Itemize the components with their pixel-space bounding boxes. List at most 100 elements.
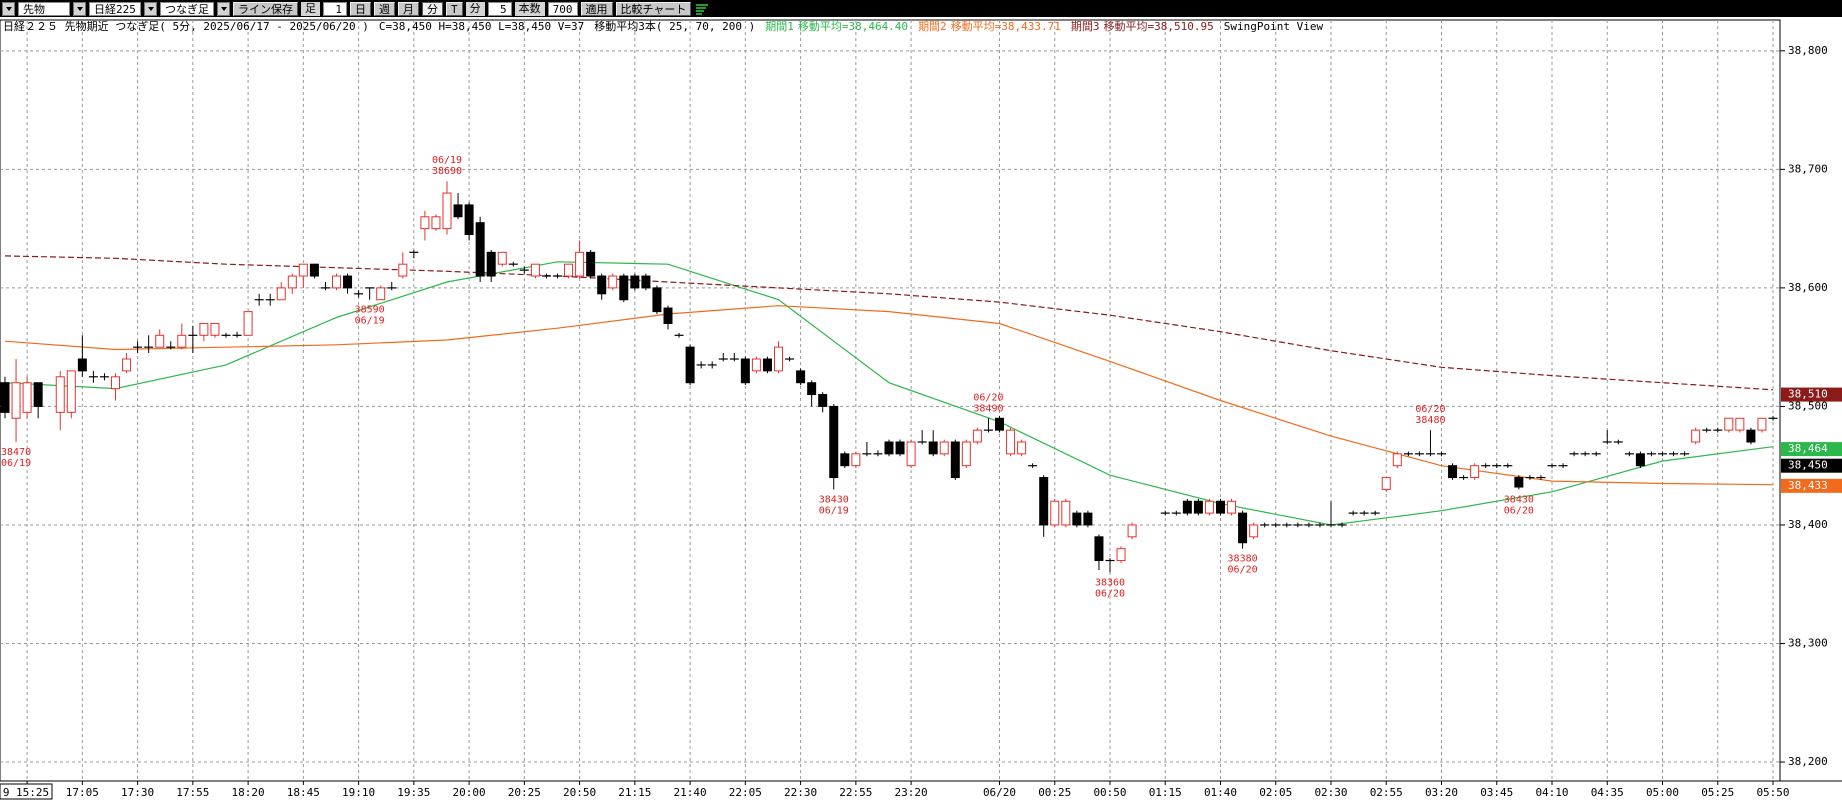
ma-legend: 期間2 移動平均=38,433.71 <box>918 19 1061 35</box>
toolbar-button[interactable]: 分 <box>422 1 443 16</box>
candle-body <box>608 275 618 289</box>
candle-body <box>652 287 662 313</box>
toolbar-button[interactable]: T <box>446 1 463 16</box>
candle-body <box>122 358 132 372</box>
dropdown-arrow[interactable] <box>2 1 15 16</box>
candle-body <box>22 382 32 413</box>
spin-input[interactable]: 700 <box>547 1 578 16</box>
swing-date: 06/20 <box>973 392 1003 403</box>
candle-body <box>155 334 165 348</box>
toolbar-button[interactable]: 比較チャート <box>615 1 692 16</box>
swing-date: 06/20 <box>1415 404 1445 415</box>
dropdown-arrow[interactable] <box>144 1 157 16</box>
x-tick-label: 06/20 <box>983 786 1016 799</box>
candle-body <box>1757 417 1767 431</box>
x-tick-label: 00:50 <box>1093 786 1126 799</box>
candle-body <box>442 192 452 230</box>
y-tick-label: 38,400 <box>1788 518 1828 531</box>
candle-body <box>1116 548 1126 562</box>
candle-body <box>1746 429 1756 443</box>
candle-body <box>619 275 629 301</box>
chart-icon[interactable] <box>694 2 710 16</box>
info-bar: 日経２２５ 先物期近 つなぎ足( 5分, 2025/06/17 - 2025/0… <box>3 19 1323 35</box>
ma-period: 期間2 <box>918 20 947 33</box>
x-tick-label: 17:55 <box>176 786 209 799</box>
x-tick-label: 02:05 <box>1259 786 1292 799</box>
candle-body <box>431 216 441 230</box>
candle-body <box>420 216 430 230</box>
x-tick-label: 03:45 <box>1480 786 1513 799</box>
chart-title: 日経２２５ 先物期近 つなぎ足( 5分, 2025/06/17 - 2025/0… <box>3 20 369 33</box>
moving-average <box>4 261 1774 526</box>
candle-body <box>663 307 673 324</box>
x-tick-label: 9 15:25 <box>3 786 49 799</box>
x-tick-label: 17:05 <box>66 786 99 799</box>
candle-body <box>851 453 861 467</box>
toolbar-button[interactable]: 日 <box>350 1 371 16</box>
candle-body <box>287 275 297 289</box>
candle-body <box>1083 512 1093 526</box>
dropdown[interactable]: 日経225 <box>89 1 141 16</box>
candle-body <box>475 222 485 277</box>
x-tick-label: 21:40 <box>674 786 707 799</box>
swing-date: 06/19 <box>432 155 462 166</box>
price-marker <box>1781 458 1842 473</box>
swing-date: 06/19 <box>1 458 31 469</box>
candle-body <box>55 376 65 413</box>
price-marker-label: 38,433 <box>1788 479 1828 492</box>
candle-body <box>343 275 353 289</box>
price-marker-label: 38,450 <box>1788 459 1828 472</box>
candle-body <box>1204 500 1214 514</box>
toolbar-button[interactable]: ライン保存 <box>233 1 298 16</box>
ma-period: 期間3 <box>1070 20 1100 33</box>
toolbar-button[interactable]: 週 <box>374 1 395 16</box>
candle-body <box>0 382 10 413</box>
candle-body <box>298 263 308 277</box>
ma-period: 期間1 <box>765 20 794 33</box>
candle-body <box>685 346 695 384</box>
y-tick-label: 38,800 <box>1788 44 1828 57</box>
candle-body <box>1216 500 1225 514</box>
candle-body <box>829 405 839 479</box>
candle-body <box>309 263 319 277</box>
x-tick-label: 01:40 <box>1204 786 1237 799</box>
candle-body <box>961 441 971 467</box>
spin-input[interactable]: 5 <box>487 1 512 16</box>
candle-body <box>398 263 408 277</box>
candle-body <box>530 263 540 277</box>
candle-body <box>77 358 87 372</box>
ma-value: 移動平均=38,510.95 <box>1103 20 1214 33</box>
candle-body <box>950 441 960 479</box>
price-marker <box>1781 442 1842 457</box>
y-tick-label: 38,600 <box>1788 281 1828 294</box>
x-tick-label: 05:25 <box>1701 786 1734 799</box>
candle-body <box>464 204 474 236</box>
candle-body <box>586 251 596 277</box>
spin-input[interactable]: 1 <box>323 1 347 16</box>
dropdown-arrow[interactable] <box>217 1 230 16</box>
swing-value: 38360 <box>1095 577 1125 588</box>
swing-value: 38430 <box>1504 494 1534 505</box>
x-tick-label: 17:30 <box>121 786 154 799</box>
candle-body <box>111 376 120 390</box>
toolbar-button[interactable]: 月 <box>398 1 419 16</box>
dropdown-arrow[interactable] <box>73 1 86 16</box>
swing-date: 06/20 <box>1095 588 1125 599</box>
y-tick-label: 38,200 <box>1788 755 1828 768</box>
candle-body <box>818 394 828 407</box>
candle-body <box>895 441 905 455</box>
candle-body <box>1448 465 1458 479</box>
moving-average <box>4 255 1774 391</box>
dropdown[interactable]: つなぎ足 <box>160 1 214 16</box>
toolbar-button[interactable]: 適用 <box>580 1 613 16</box>
candle-body <box>33 382 43 407</box>
candle-body <box>1392 453 1402 467</box>
dropdown[interactable]: 先物 <box>18 1 70 16</box>
x-tick-label: 05:00 <box>1646 786 1679 799</box>
x-tick-label: 02:30 <box>1314 786 1347 799</box>
candle-body <box>497 251 507 265</box>
candle-body <box>641 275 651 289</box>
ma-legend: 期間3 移動平均=38,510.95 <box>1071 19 1214 35</box>
candle-body <box>1127 524 1137 538</box>
candle-body <box>972 429 982 443</box>
